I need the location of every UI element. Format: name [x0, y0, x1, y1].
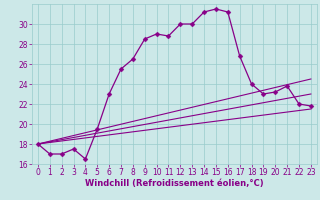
X-axis label: Windchill (Refroidissement éolien,°C): Windchill (Refroidissement éolien,°C)	[85, 179, 264, 188]
